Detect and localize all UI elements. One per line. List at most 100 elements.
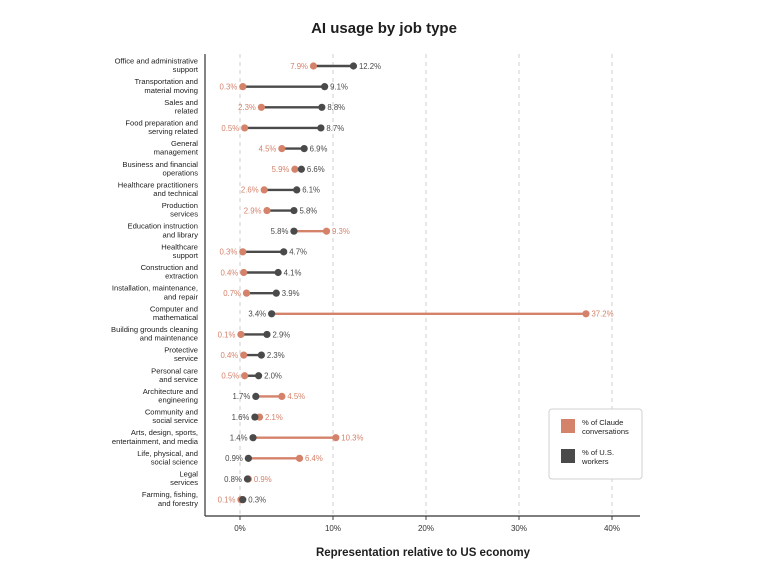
workers-value-label: 0.8%: [224, 475, 242, 484]
workers-value-label: 3.4%: [248, 310, 266, 319]
workers-point: [290, 227, 298, 235]
legend-label-workers: % of U.S. workers: [581, 448, 614, 466]
claude-value-label: 0.3%: [220, 82, 238, 91]
category-label: Building grounds cleaning and maintenance: [111, 325, 198, 343]
x-tick-label-10: 10%: [325, 524, 341, 533]
workers-point: [300, 145, 308, 153]
claude-point: [278, 145, 286, 153]
category-label: Healthcare support: [161, 242, 199, 260]
workers-point: [243, 475, 252, 483]
workers-point: [274, 268, 282, 277]
claude-value-label: 9.3%: [332, 227, 350, 236]
row-20: Legal services 0.8% 0.9%: [170, 470, 272, 488]
row-5: Business and financial operations 5.9% 6.6%: [122, 160, 324, 178]
workers-value-label: 6.1%: [302, 186, 320, 195]
category-label: Transportation and material moving: [135, 77, 198, 95]
workers-value-label: 4.7%: [289, 248, 307, 257]
row-0: Office and administrative support 7.9% 12.2…: [115, 57, 382, 75]
workers-point: [239, 496, 247, 504]
claude-value-label: 10.3%: [341, 434, 363, 443]
legend: % of Claude conversations % of U.S. workers: [548, 408, 643, 480]
workers-point: [321, 83, 329, 91]
row-4: General management 4.5% 6.9%: [154, 139, 328, 157]
category-label: Food preparation and serving related: [125, 118, 198, 136]
x-tick-label-0: 0%: [234, 524, 246, 533]
workers-point: [268, 310, 276, 318]
workers-value-label: 8.8%: [327, 103, 345, 112]
claude-value-label: 0.4%: [220, 351, 238, 360]
category-label: Personal care and service: [151, 366, 198, 384]
claude-point: [309, 62, 318, 70]
workers-value-label: 4.1%: [284, 268, 302, 277]
workers-point: [257, 351, 265, 359]
axes: 0% 10% 20% 30% 40%: [204, 54, 640, 533]
claude-value-label: 0.3%: [220, 248, 238, 257]
workers-value-label: 3.9%: [282, 289, 300, 298]
row-21: Farming, fishing, and forestry 0.1% 0.3%: [142, 490, 266, 508]
claude-point: [291, 165, 299, 173]
claude-value-label: 4.5%: [287, 392, 305, 401]
claude-point: [242, 289, 251, 297]
claude-point: [240, 351, 248, 359]
workers-value-label: 1.4%: [230, 434, 248, 443]
category-label: Farming, fishing, and forestry: [142, 490, 198, 508]
workers-point: [317, 124, 325, 132]
workers-point: [272, 289, 280, 297]
x-axis-label: Representation relative to US economy: [316, 547, 531, 559]
category-label: Computer and mathematical: [150, 304, 198, 322]
row-16: Architecture and engineering 1.7% 4.5%: [143, 387, 305, 405]
workers-value-label: 6.9%: [310, 144, 328, 153]
category-label: Education instruction and library: [128, 222, 199, 240]
x-tick-label-40: 40%: [604, 524, 620, 533]
row-19: Life, physical, and social science 0.9% 6.4…: [137, 449, 323, 467]
workers-value-label: 1.6%: [232, 413, 250, 422]
row-12: Computer and mathematical 3.4% 37.2%: [150, 304, 614, 322]
workers-point: [249, 434, 257, 442]
row-8: Education instruction and library 5.8% 9.3%: [128, 222, 350, 240]
claude-value-label: 0.1%: [218, 495, 236, 504]
workers-value-label: 5.8%: [271, 227, 289, 236]
workers-point: [255, 372, 263, 380]
claude-value-label: 0.7%: [223, 289, 241, 298]
workers-point: [297, 165, 305, 173]
claude-value-label: 2.6%: [241, 186, 259, 195]
claude-value-label: 4.5%: [259, 144, 277, 153]
claude-point: [322, 227, 331, 235]
workers-point: [280, 248, 288, 256]
claude-point: [239, 248, 247, 256]
claude-value-label: 2.3%: [238, 103, 256, 112]
row-17: Community and social service 1.6% 2.1%: [145, 408, 283, 426]
category-label: Installation, maintenance, and repair: [112, 284, 199, 302]
workers-point: [244, 454, 252, 462]
row-15: Personal care and service 0.5% 2.0%: [151, 366, 282, 384]
workers-value-label: 12.2%: [359, 62, 381, 71]
row-7: Production services 2.9% 5.8%: [162, 201, 318, 219]
category-label: Community and social service: [145, 408, 198, 426]
workers-value-label: 8.7%: [326, 124, 344, 133]
category-label: Production services: [162, 201, 199, 219]
row-11: Installation, maintenance, and repair 0.7%…: [112, 284, 300, 302]
category-label: General management: [154, 139, 199, 157]
workers-value-label: 0.3%: [248, 495, 266, 504]
workers-value-label: 9.1%: [330, 82, 348, 91]
claude-value-label: 0.5%: [221, 124, 239, 133]
legend-swatch-claude: [561, 419, 575, 433]
category-label: Legal services: [170, 470, 198, 488]
row-10: Construction and extraction 0.4% 4.1%: [141, 263, 302, 281]
claude-point: [240, 268, 248, 277]
claude-point: [241, 124, 249, 132]
category-label: Life, physical, and social science: [137, 449, 198, 467]
claude-point: [332, 434, 340, 442]
workers-point: [251, 413, 259, 421]
category-label: Office and administrative support: [115, 57, 199, 75]
data-rows: Office and administrative support 7.9% 12.2…: [111, 57, 614, 508]
claude-value-label: 6.4%: [305, 454, 323, 463]
workers-point: [252, 392, 260, 400]
claude-value-label: 0.9%: [254, 475, 272, 484]
claude-value-label: 0.1%: [218, 330, 236, 339]
workers-value-label: 5.8%: [299, 206, 317, 215]
claude-point: [241, 372, 249, 380]
row-2: Sales and related 2.3% 8.8%: [164, 98, 345, 116]
category-label: Healthcare practitioners and technical: [118, 180, 199, 198]
category-label: Architecture and engineering: [143, 387, 198, 405]
